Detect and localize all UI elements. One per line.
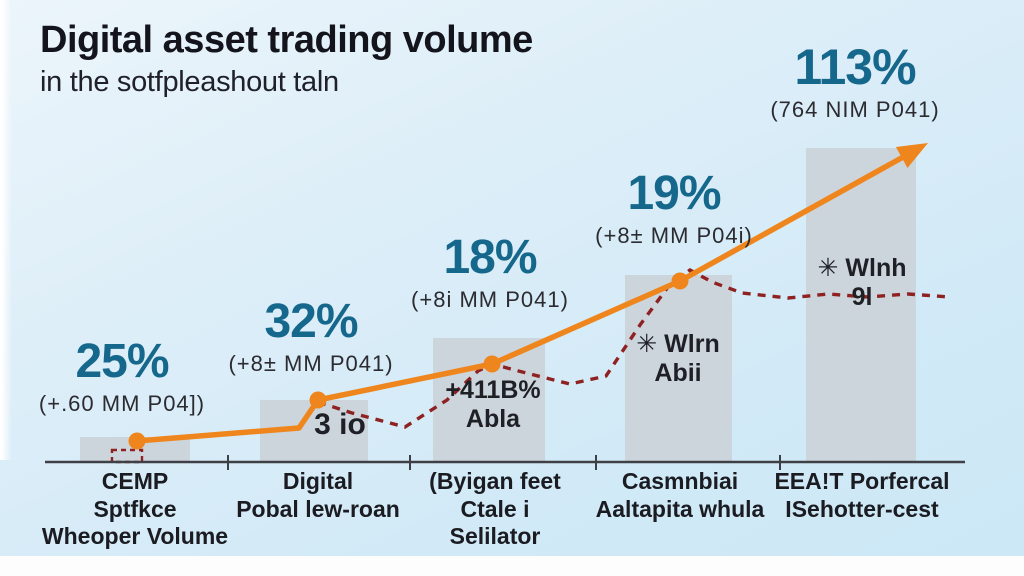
trend-marker-2 [309, 391, 327, 409]
pct-label-group-1: 25% (+.60 MM P04]) [39, 338, 205, 417]
trend-marker-4 [671, 272, 689, 290]
pct-label-group-4: 19% (+8± MM P04i) [595, 170, 753, 249]
pct-sub-label: (+8i MM P041) [411, 287, 569, 312]
pct-value: 113% [794, 39, 916, 95]
pct-sub-label: (+8± MM P041) [228, 351, 394, 376]
bar-annotation-2: 3 io [314, 408, 366, 441]
pct-sub-label: (+8± MM P04i) [595, 223, 753, 248]
bottom-margin [0, 556, 1024, 576]
pct-value: 18% [443, 231, 537, 284]
category-label-1: CEMP Sptfkce Wheoper Volume [41, 468, 229, 550]
trend-marker-1 [128, 432, 146, 450]
category-label-4: Casmnbiai Aaltapita whula [595, 468, 765, 522]
category-label-5: EEA!T Porfercal ISehotter-cest [774, 468, 950, 522]
trend-marker-3 [483, 355, 501, 373]
pct-label-group-2: 32% (+8± MM P041) [228, 298, 393, 377]
pct-value: 19% [627, 167, 721, 220]
pct-sub-label: (764 NIM P041) [770, 97, 940, 122]
bar-annotation-5: ✳ Wlnh 9l [817, 254, 907, 311]
bar-category-4 [625, 275, 732, 462]
page-subtitle: in the sotfpleashout taln [40, 65, 339, 98]
orange-trend-line [134, 153, 908, 444]
title-block: Digital asset trading volume in the sotf… [40, 19, 533, 99]
trend-arrowhead-icon [895, 143, 928, 168]
category-label-3: (Byigan feet Ctale i Selilator [429, 468, 561, 550]
pct-label-group-5: 113% (764 NIM P041) [770, 42, 939, 123]
page-title: Digital asset trading volume [40, 19, 533, 61]
category-label-2: Digital Pobal lew-roan [236, 468, 400, 522]
bar-annotation-4: ✳ Wlrn Abii [636, 330, 720, 387]
pct-sub-label: (+.60 MM P04]) [38, 391, 206, 416]
dashed-trend-line [317, 267, 951, 429]
bar-annotation-3: +411B% Abla [445, 376, 541, 433]
pct-value: 32% [264, 295, 358, 348]
pct-value: 25% [75, 335, 169, 388]
pct-label-group-3: 18% (+8i MM P041) [411, 234, 569, 313]
